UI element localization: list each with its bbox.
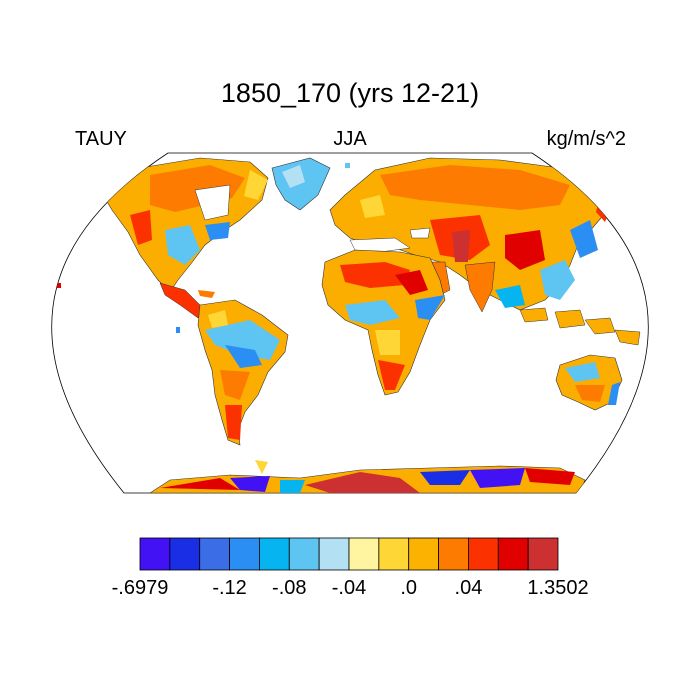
colorbar-tick-label: .0 (400, 577, 417, 599)
africa (321, 249, 446, 396)
south-america (197, 299, 289, 446)
colorbar-swatch (169, 537, 201, 571)
island-marker (176, 327, 180, 333)
colorbar-tick-label: -.04 (332, 577, 366, 599)
colorbar-swatch (288, 537, 320, 571)
continent-fields (56, 157, 649, 493)
colorbar-swatch (318, 537, 350, 571)
variable-label: TAUY (75, 128, 127, 150)
colorbar-tick-label: -.12 (212, 577, 246, 599)
north-america (99, 157, 269, 319)
colorbar-swatch (408, 537, 439, 571)
colorbar-swatch (259, 537, 290, 571)
island-marker (56, 283, 61, 288)
colorbar-swatch (468, 537, 499, 571)
season-label: JJA (333, 128, 367, 150)
se-asia-islands (519, 307, 641, 346)
eurasia (329, 157, 613, 313)
colorbar-tick-label: 1.3502 (527, 577, 588, 599)
colorbar-swatch (348, 537, 380, 571)
new-zealand (629, 397, 649, 431)
colorbar-swatch (378, 537, 410, 571)
colorbar-swatch (497, 537, 529, 571)
colorbar-tick-label: -.6979 (112, 577, 169, 599)
island-marker (345, 163, 350, 168)
antarctica (148, 460, 586, 493)
colorbar-swatch (139, 537, 171, 571)
colorbar-swatch (199, 537, 230, 571)
colorbar-swatch (527, 537, 559, 571)
colorbar-tick-label: -.08 (272, 577, 306, 599)
colorbar-tick-label: .04 (455, 577, 483, 599)
colorbar-swatch (229, 537, 260, 571)
plot-title: 1850_170 (yrs 12-21) (220, 78, 480, 108)
australia (555, 354, 623, 411)
colorbar: -.6979 -.12 -.08 -.04 .0 .04 1.3502 (112, 537, 589, 599)
colorbar-swatch (438, 537, 469, 571)
units-label: kg/m/s^2 (546, 128, 626, 150)
